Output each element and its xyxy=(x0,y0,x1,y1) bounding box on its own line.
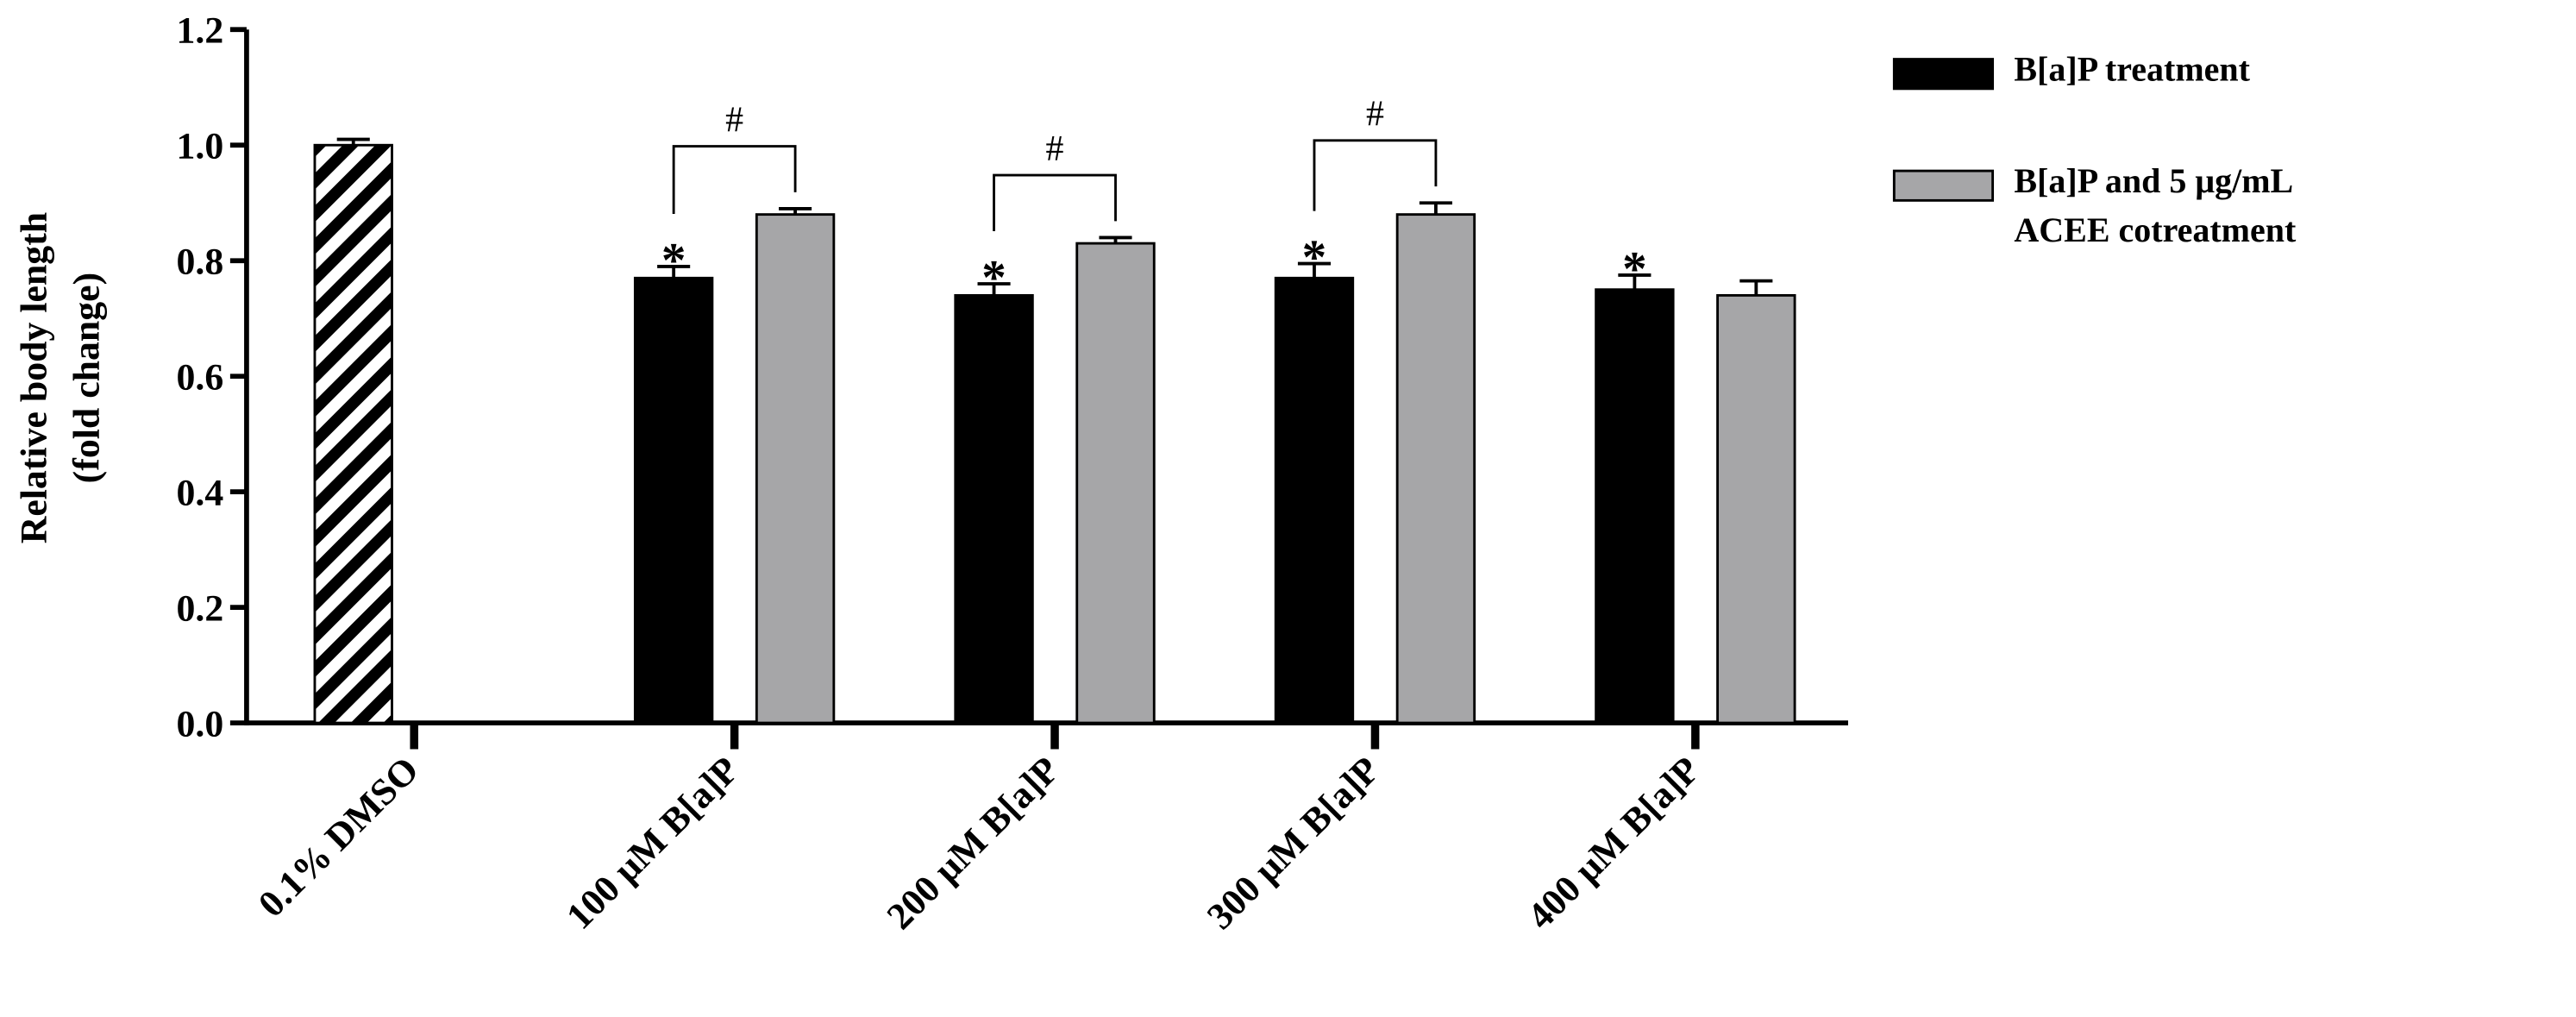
significance-bracket xyxy=(1313,139,1438,211)
x-tick-label: 0.1% DMSO xyxy=(251,749,427,925)
bar xyxy=(954,293,1034,725)
significance-label: # xyxy=(725,100,743,140)
y-tick-label: 0.6 xyxy=(177,356,224,398)
y-axis-label: Relative body length xyxy=(14,212,55,543)
significance-bracket xyxy=(672,145,797,214)
significance-label: # xyxy=(1046,129,1064,169)
legend-label: B[a]P and 5 μg/mL ACEE cotreatment xyxy=(2014,160,2297,250)
bar xyxy=(313,143,393,725)
bar xyxy=(1274,276,1355,725)
legend-entry: B[a]P treatment xyxy=(2014,49,2250,89)
bar xyxy=(1595,288,1675,725)
significance-label: * xyxy=(1622,242,1647,296)
y-tick-label: 0.0 xyxy=(177,703,224,744)
significance-label: * xyxy=(981,250,1006,304)
significance-bracket xyxy=(993,173,1117,232)
bar xyxy=(755,213,836,725)
y-tick-label: 1.0 xyxy=(177,125,224,166)
x-tick-label: 300 μM B[a]P xyxy=(1200,749,1388,937)
legend-entry: B[a]P and 5 μg/mL ACEE cotreatment xyxy=(2014,160,2297,250)
significance-label: * xyxy=(661,233,686,287)
y-tick-label: 0.2 xyxy=(177,587,224,629)
y-tick-label: 0.8 xyxy=(177,241,224,282)
bar xyxy=(633,276,714,725)
significance-label: # xyxy=(1366,95,1384,135)
x-tick-label: 400 μM B[a]P xyxy=(1520,749,1708,937)
legend-label: B[a]P treatment xyxy=(2014,49,2250,89)
legend-swatch xyxy=(1892,169,1995,202)
bar xyxy=(1075,242,1156,725)
y-axis-label: (fold change) xyxy=(66,273,108,484)
bar xyxy=(1716,293,1796,725)
legend-swatch xyxy=(1892,58,1995,91)
y-tick-label: 1.2 xyxy=(177,10,224,52)
x-tick-label: 100 μM B[a]P xyxy=(559,749,747,937)
significance-label: * xyxy=(1302,230,1327,285)
bar xyxy=(1395,213,1476,725)
x-tick-label: 200 μM B[a]P xyxy=(879,749,1067,937)
y-tick-label: 0.4 xyxy=(177,472,224,513)
